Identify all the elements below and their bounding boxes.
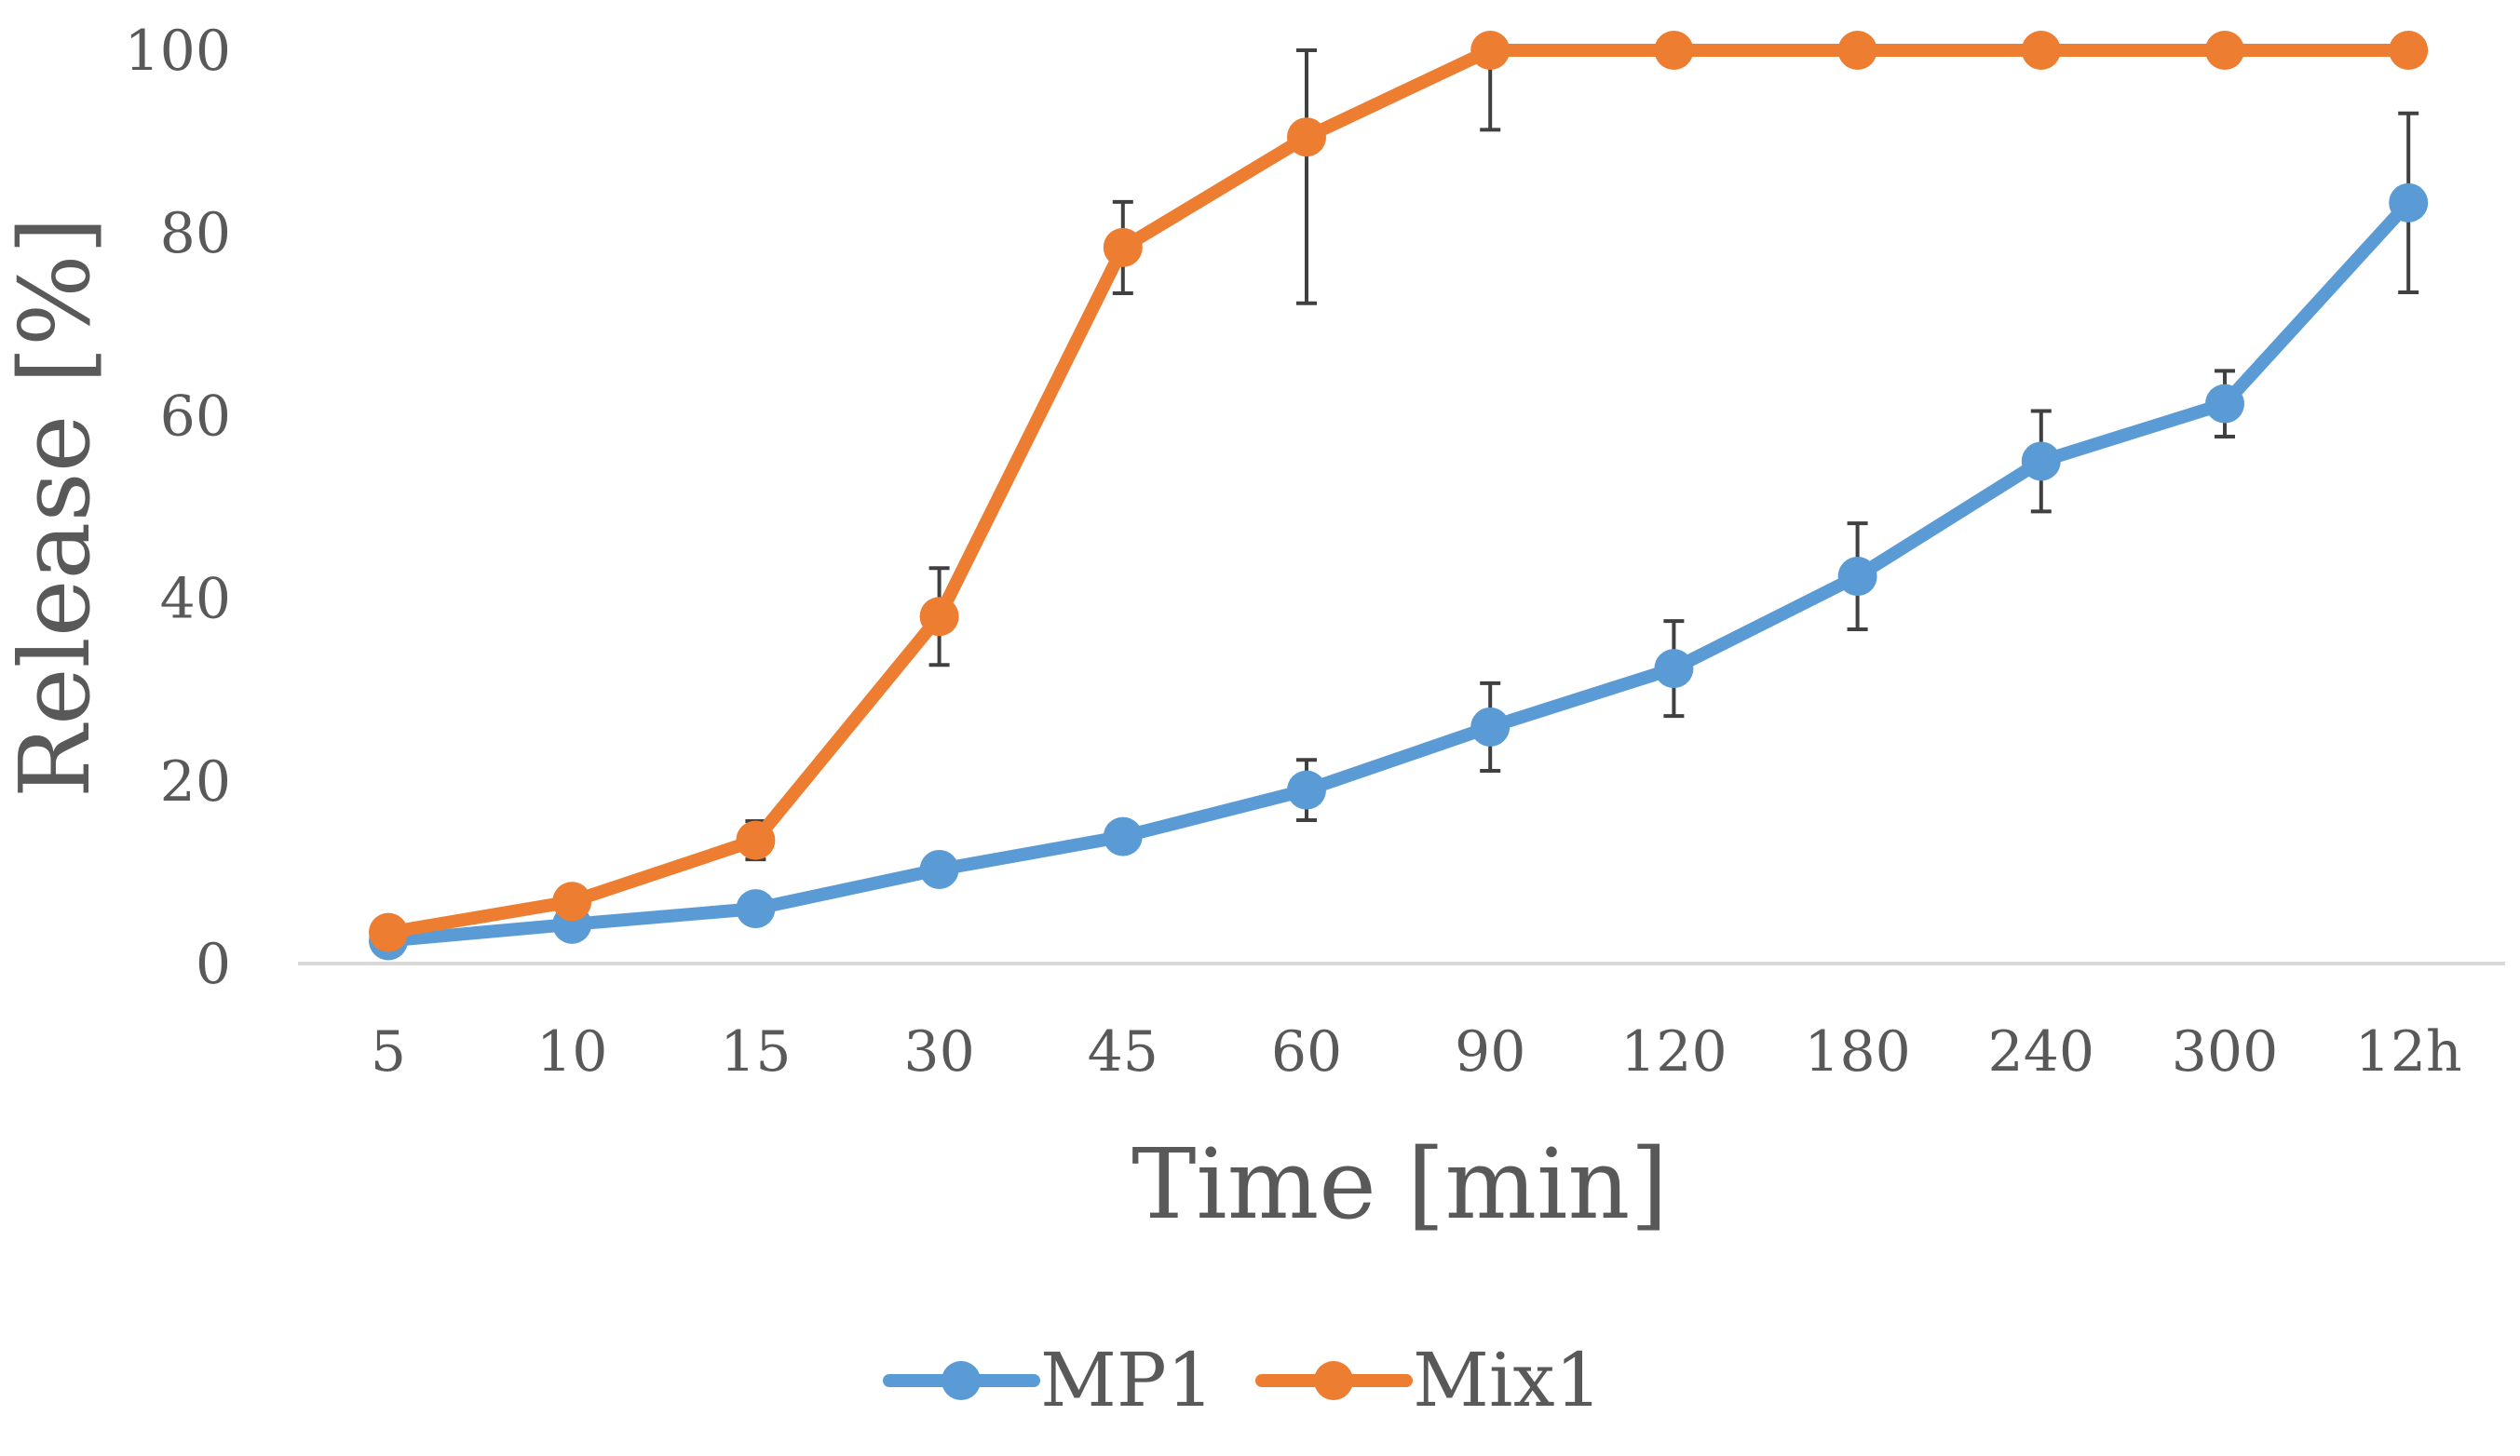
- y-tick-label: 80: [160, 201, 231, 266]
- x-axis-title: Time [min]: [1131, 1127, 1668, 1241]
- data-point-mp1: [2389, 182, 2429, 222]
- data-point-mp1: [736, 889, 776, 929]
- data-point-mp1: [1470, 707, 1511, 747]
- data-point-mix1: [1470, 31, 1511, 70]
- series-lines: [382, 44, 2416, 948]
- legend-label-mp1: MP1: [1040, 1337, 1214, 1423]
- x-tick-label: 12h: [2355, 1019, 2462, 1085]
- data-point-mp1: [1654, 649, 1694, 689]
- y-axis-ticks: 0 20 40 60 80 100: [124, 19, 231, 997]
- series-line-mp1: [382, 195, 2416, 948]
- x-tick-label: 15: [720, 1019, 791, 1085]
- x-axis-ticks: 5 10 15 30 45 60 90 120 180 240 300 12h: [371, 1019, 2462, 1085]
- data-point-mix1: [1654, 31, 1694, 70]
- error-bars: [378, 48, 2419, 949]
- x-tick-label: 180: [1804, 1019, 1911, 1085]
- data-point-mix1: [2205, 31, 2244, 70]
- data-point-mix1: [1103, 227, 1143, 267]
- legend-marker-mp1: [942, 1361, 981, 1400]
- data-point-mix1: [552, 882, 592, 922]
- y-tick-label: 100: [124, 19, 231, 84]
- data-point-mix1: [2389, 31, 2429, 70]
- data-point-mix1: [2021, 31, 2061, 70]
- x-tick-label: 120: [1620, 1019, 1727, 1085]
- y-axis-title: Release [%]: [0, 217, 112, 799]
- data-point-mp1: [2205, 384, 2244, 424]
- data-point-mp1: [1287, 770, 1326, 810]
- y-tick-label: 60: [160, 384, 231, 449]
- x-tick-label: 10: [536, 1019, 607, 1085]
- data-point-mix1: [369, 912, 408, 952]
- y-tick-label: 40: [160, 567, 231, 632]
- x-tick-label: 300: [2172, 1019, 2279, 1085]
- data-markers: [369, 31, 2429, 961]
- data-point-mp1: [1837, 557, 1877, 597]
- x-tick-label: 240: [1988, 1019, 2095, 1085]
- y-tick-label: 0: [196, 932, 231, 997]
- data-point-mp1: [1103, 816, 1143, 856]
- y-tick-label: 20: [160, 749, 231, 815]
- x-tick-label: 45: [1088, 1019, 1158, 1085]
- x-tick-label: 5: [371, 1019, 406, 1085]
- data-point-mp1: [2021, 441, 2061, 481]
- legend-label-mix1: Mix1: [1413, 1337, 1603, 1423]
- data-point-mix1: [1837, 31, 1877, 70]
- data-point-mix1: [1287, 117, 1326, 157]
- series-line-mix1: [382, 44, 2416, 939]
- data-point-mp1: [919, 849, 959, 889]
- data-point-mix1: [736, 820, 776, 860]
- data-point-mix1: [919, 597, 959, 637]
- x-tick-label: 30: [903, 1019, 974, 1085]
- legend-marker-mix1: [1314, 1361, 1353, 1400]
- x-tick-label: 60: [1271, 1019, 1342, 1085]
- x-tick-label: 90: [1455, 1019, 1525, 1085]
- legend: MP1 Mix1: [883, 1337, 1603, 1423]
